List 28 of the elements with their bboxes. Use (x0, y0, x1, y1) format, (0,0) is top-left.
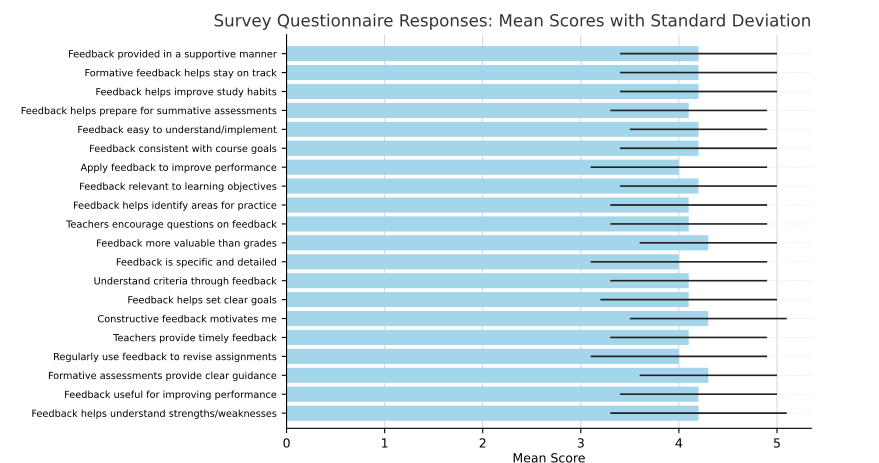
x-tick-label: 0 (283, 438, 290, 448)
y-tick-label: Formative assessments provide clear guidance (48, 372, 276, 382)
chart-title: Survey Questionnaire Responses: Mean Scores with Standard Deviation (214, 14, 810, 30)
y-tick-label: Constructive feedback motivates me (98, 314, 276, 322)
y-tick-label: Feedback relevant to learning objectives (80, 182, 276, 192)
y-tick-label: Feedback helps understand strengths/weaknesses (32, 409, 276, 419)
y-tick-label: Feedback helps improve study habits (96, 88, 276, 98)
y-tick-label: Feedback helps set clear goals (128, 296, 276, 306)
y-tick-label: Feedback easy to understand/implement (78, 126, 277, 136)
x-tick-label: 2 (480, 438, 486, 448)
y-tick-label: Apply feedback to improve performance (80, 163, 276, 173)
y-tick-label: Teachers encourage questions on feedback (66, 220, 277, 230)
y-tick-label: Feedback useful for improving performance (65, 390, 276, 400)
y-tick-label: Regularly use feedback to revise assignments (54, 352, 276, 362)
y-tick-label: Feedback is specific and detailed (116, 258, 276, 268)
x-tick-label: 4 (676, 438, 682, 448)
x-tick-label: 5 (774, 438, 780, 448)
y-tick-label: Teachers provide timely feedback (113, 334, 277, 344)
y-tick-label: Feedback provided in a supportive manner (69, 50, 277, 60)
x-axis-title: Mean Score (514, 453, 585, 463)
y-tick-label: Formative feedback helps stay on track (85, 68, 277, 78)
x-tick-label: 1 (382, 438, 388, 448)
y-tick-label: Feedback helps prepare for summative assessments (22, 106, 276, 116)
y-tick-label: Feedback helps identify areas for practice (74, 201, 276, 211)
y-tick-label: Understand criteria through feedback (94, 277, 277, 286)
x-tick-label: 3 (578, 438, 584, 448)
y-tick-label: Feedback more valuable than grades (97, 239, 276, 249)
y-tick-label: Feedback consistent with course goals (90, 144, 276, 154)
